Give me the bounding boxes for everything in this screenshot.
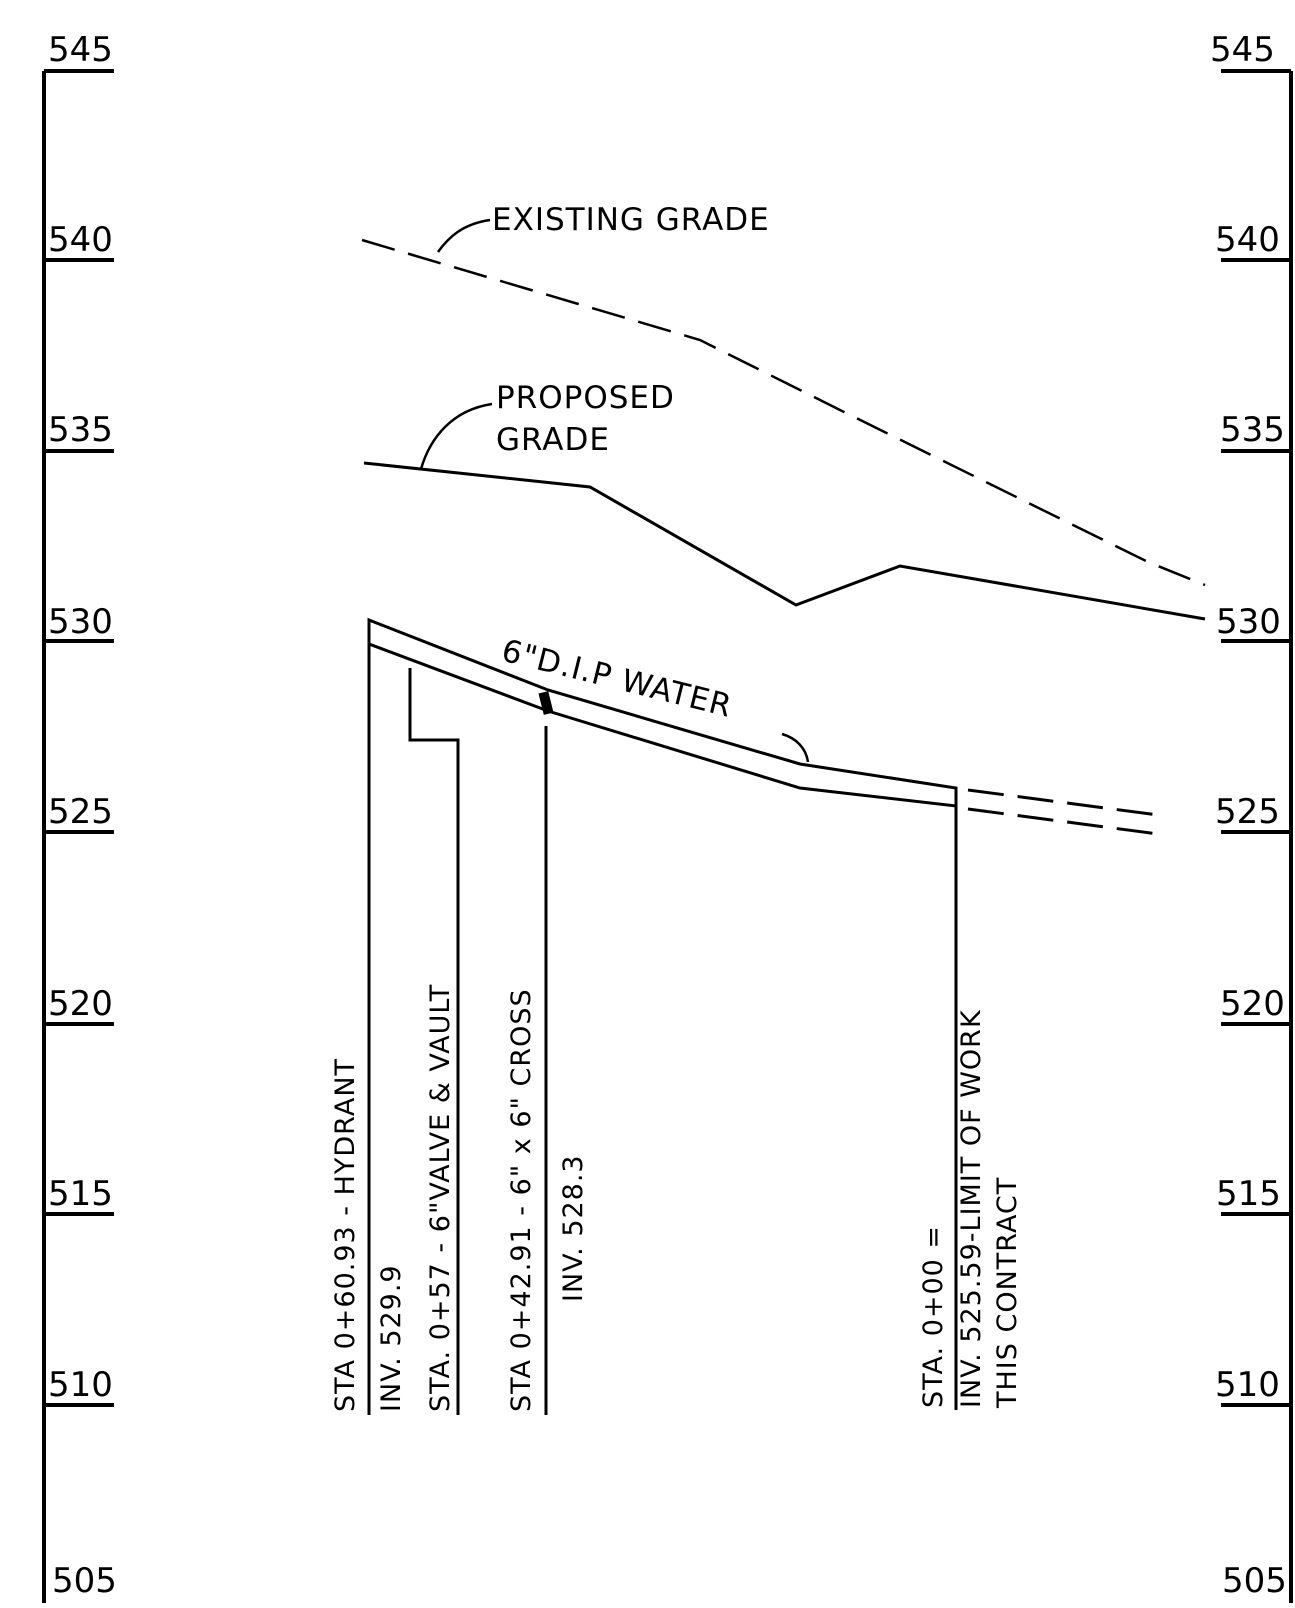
existing-grade-leader [436, 218, 491, 253]
callout-cross: STA 0+42.91 - 6" x 6" CROSS INV. 528.3 [506, 988, 589, 1412]
left-label-505: 505 [52, 1561, 117, 1601]
right-tick-525: 525 [1215, 792, 1291, 834]
left-label-535: 535 [48, 410, 113, 450]
left-tick-510: 510 [44, 1365, 114, 1407]
right-tick-520: 520 [1220, 984, 1291, 1026]
callout-hydrant: STA 0+60.93 - HYDRANT INV. 529.9 [330, 1058, 407, 1412]
pipe-continuation-top [967, 788, 1159, 817]
pipe-label-leader [781, 732, 810, 763]
right-label-520: 520 [1220, 984, 1285, 1024]
left-tick-540: 540 [44, 220, 114, 262]
right-label-505: 505 [1222, 1561, 1287, 1601]
right-tick-510: 510 [1215, 1365, 1291, 1407]
callout-valve-vault-station: STA. 0+57 - 6"VALVE & VAULT [425, 984, 456, 1412]
left-tick-545: 545 [44, 30, 114, 73]
callout-valve-vault: STA. 0+57 - 6"VALVE & VAULT [425, 984, 456, 1412]
left-label-540: 540 [48, 220, 113, 260]
right-label-535: 535 [1220, 410, 1285, 450]
left-tick-515: 515 [44, 1174, 114, 1216]
callout-hydrant-station: STA 0+60.93 - HYDRANT [330, 1058, 361, 1412]
left-label-530: 530 [48, 602, 113, 642]
callout-hydrant-invert: INV. 529.9 [376, 1264, 407, 1412]
right-label-510: 510 [1215, 1365, 1280, 1405]
callout-limit-station: STA. 0+00 = [918, 1225, 949, 1408]
left-label-515: 515 [48, 1174, 113, 1214]
right-tick-540: 540 [1215, 220, 1291, 262]
right-tick-535: 535 [1220, 410, 1291, 453]
callout-limit-invert: INV. 525.59-LIMIT OF WORK [956, 1009, 987, 1408]
existing-grade-line [361, 238, 1206, 587]
left-label-510: 510 [48, 1365, 113, 1405]
left-tick-520: 520 [44, 984, 114, 1026]
callout-cross-invert: INV. 528.3 [558, 1154, 589, 1302]
existing-grade-label: EXISTING GRADE [492, 202, 770, 238]
proposed-grade-leader [419, 402, 493, 470]
callout-cross-station: STA 0+42.91 - 6" x 6" CROSS [506, 988, 537, 1412]
cross-fitting-marker [538, 691, 554, 715]
right-label-530: 530 [1216, 602, 1281, 642]
pipe-continuation-bottom [967, 807, 1159, 836]
valve-vault-outline [408, 668, 460, 1415]
right-tick-545: 545 [1210, 30, 1291, 73]
right-tick-515: 515 [1216, 1174, 1291, 1216]
left-tick-535: 535 [44, 410, 114, 453]
callout-limit-of-work: STA. 0+00 = INV. 525.59-LIMIT OF WORK TH… [918, 1009, 1023, 1409]
right-label-540: 540 [1215, 220, 1280, 260]
proposed-grade-label-line2: GRADE [496, 422, 610, 458]
proposed-grade-line [363, 461, 1206, 621]
right-elevation-scale: 545 540 535 530 525 520 515 510 505 [1210, 30, 1293, 1603]
right-label-545: 545 [1210, 30, 1275, 70]
left-tick-530: 530 [44, 602, 114, 643]
water-main-pipe [367, 617, 1159, 836]
left-label-545: 545 [48, 30, 113, 70]
left-label-520: 520 [48, 984, 113, 1024]
left-tick-525: 525 [44, 792, 114, 834]
right-label-525: 525 [1215, 792, 1280, 832]
left-elevation-scale: 545 540 535 530 525 520 515 510 505 [42, 30, 117, 1603]
callout-limit-contract: THIS CONTRACT [992, 1177, 1023, 1409]
right-label-515: 515 [1216, 1174, 1281, 1214]
right-tick-530: 530 [1216, 602, 1291, 643]
proposed-grade-label-line1: PROPOSED [496, 380, 675, 416]
left-label-525: 525 [48, 792, 113, 832]
